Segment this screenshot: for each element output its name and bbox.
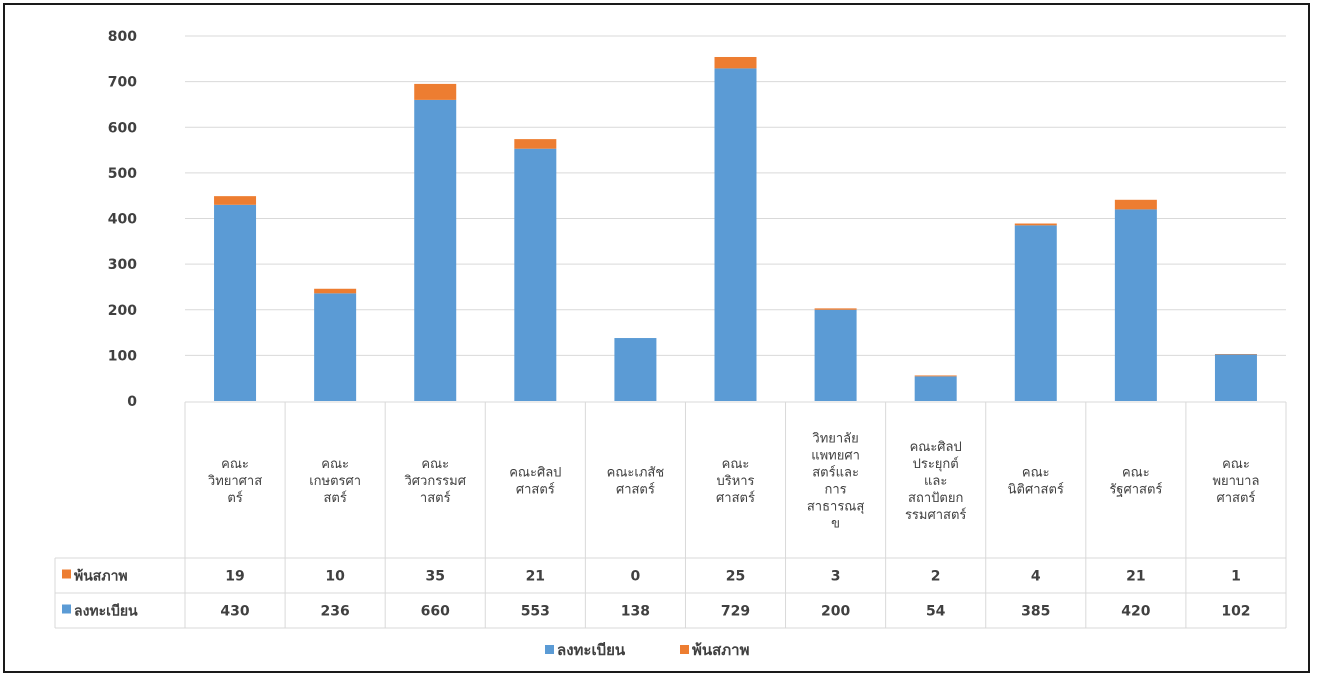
bar-registered xyxy=(614,338,657,401)
legend-key xyxy=(680,645,689,654)
y-tick-label: 700 xyxy=(108,75,137,91)
bar-dropped xyxy=(1014,223,1057,226)
bar-registered xyxy=(714,68,757,402)
bar-dropped xyxy=(1114,199,1157,210)
table-cell-value: 19 xyxy=(225,569,244,585)
category-label: วิทยาลัยแพทยศาสตร์และการสาธารณสุข xyxy=(807,432,865,532)
category-label: คณะเกษตรศาสตร์ xyxy=(309,457,361,506)
table-cell-value: 200 xyxy=(821,604,850,620)
table-cell-value: 430 xyxy=(220,604,249,620)
table-cell-value: 138 xyxy=(621,604,650,620)
table-cell-value: 54 xyxy=(926,604,946,620)
table-cell-value: 553 xyxy=(521,604,550,620)
y-tick-label: 500 xyxy=(108,166,137,182)
table-row-label: ลงทะเบียน xyxy=(74,604,138,620)
bar-registered xyxy=(914,376,957,401)
bar-registered xyxy=(514,148,557,401)
legend-label: ลงทะเบียน xyxy=(557,641,626,659)
bar-dropped xyxy=(814,308,857,310)
chart-frame: 0 100 200 300 400 500 600 700 800 คณะวิทยาศาสตร์ค… xyxy=(3,3,1310,673)
table-cell-value: 236 xyxy=(321,604,350,620)
bar-registered xyxy=(414,99,457,401)
y-tick-label: 400 xyxy=(108,212,137,228)
stacked-bar-chart: 0100200300400500600700800คณะวิทยาศาสตร์ค… xyxy=(54,29,1287,659)
legend-label: พ้นสภาพ xyxy=(692,641,750,659)
y-tick-label: 300 xyxy=(108,257,137,273)
bar-dropped xyxy=(214,196,257,205)
table-cell-value: 660 xyxy=(421,604,450,620)
legend-key xyxy=(545,645,554,654)
category-label: คณะรัฐศาสตร์ xyxy=(1109,466,1162,498)
table-cell-value: 102 xyxy=(1221,604,1250,620)
table-cell-value: 4 xyxy=(1031,569,1041,585)
table-cell-value: 35 xyxy=(425,569,444,585)
category-label: คณะบริหารศาสตร์ xyxy=(716,457,755,506)
table-cell-value: 385 xyxy=(1021,604,1050,620)
category-label: คณะวิทยาศาสตร์ xyxy=(207,457,262,506)
y-tick-label: 800 xyxy=(108,29,137,45)
bar-registered xyxy=(1214,354,1257,401)
y-tick-label: 600 xyxy=(108,120,137,136)
table-cell-value: 10 xyxy=(325,569,345,585)
category-label: คณะนิติศาสตร์ xyxy=(1008,466,1064,498)
y-tick-label: 200 xyxy=(108,303,137,319)
bar-registered xyxy=(1014,225,1057,401)
table-cell-value: 21 xyxy=(526,569,545,585)
table-cell-value: 25 xyxy=(726,569,745,585)
table-cell-value: 420 xyxy=(1121,604,1150,620)
table-legend-key xyxy=(62,604,71,614)
table-row-label: พ้นสภาพ xyxy=(74,569,128,585)
y-tick-label: 0 xyxy=(127,394,137,410)
category-label: คณะศิลปศาสตร์ xyxy=(509,466,561,498)
bar-registered xyxy=(214,204,257,401)
category-label: คณะพยาบาลศาสตร์ xyxy=(1212,457,1259,506)
bar-dropped xyxy=(514,139,557,149)
table-cell-value: 0 xyxy=(631,569,641,585)
table-cell-value: 21 xyxy=(1126,569,1145,585)
bar-registered xyxy=(314,293,357,401)
bar-dropped xyxy=(414,83,457,100)
bar-dropped xyxy=(914,375,957,377)
category-label: คณะศิลปประยุกต์และสถาปัตยกรรมศาสตร์ xyxy=(905,440,966,523)
bar-registered xyxy=(814,309,857,401)
table-cell-value: 3 xyxy=(831,569,841,585)
category-label: คณะวิศวกรรมศาสตร์ xyxy=(404,457,467,506)
table-cell-value: 729 xyxy=(721,604,750,620)
bar-registered xyxy=(1114,209,1157,401)
category-label: คณะเภสัชศาสตร์ xyxy=(607,466,665,498)
bar-dropped xyxy=(714,56,757,69)
bar-dropped xyxy=(314,288,357,294)
table-legend-key xyxy=(62,569,71,579)
table-cell-value: 1 xyxy=(1231,569,1241,585)
y-tick-label: 100 xyxy=(108,348,137,364)
table-cell-value: 2 xyxy=(931,569,941,585)
